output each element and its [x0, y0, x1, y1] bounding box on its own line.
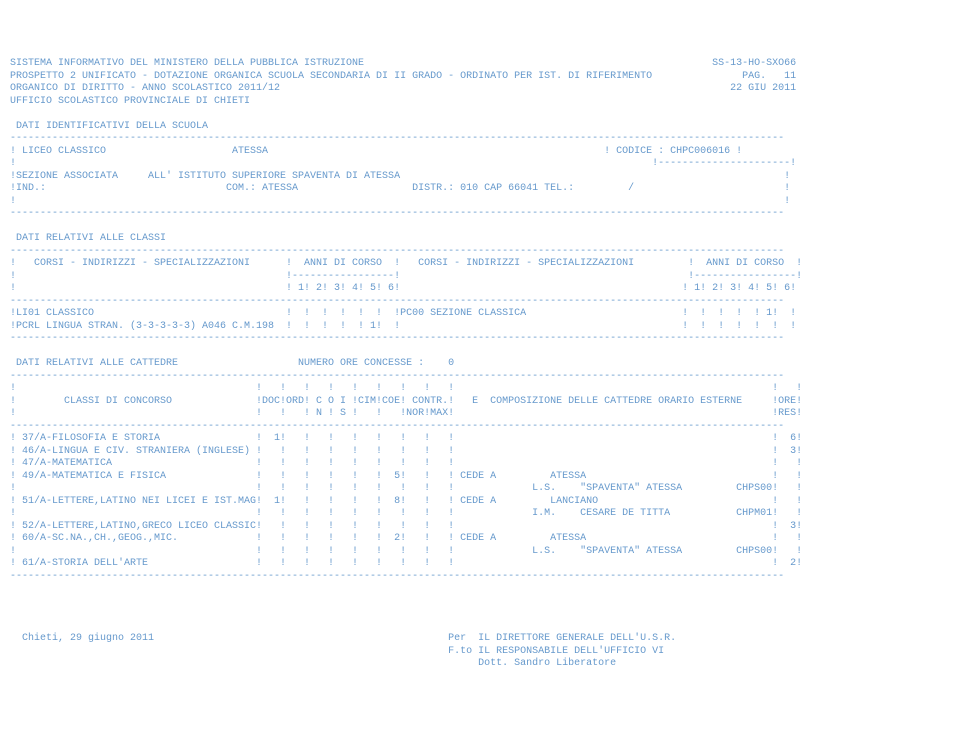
report-document: SISTEMA INFORMATIVO DEL MINISTERO DELLA …: [10, 58, 960, 671]
